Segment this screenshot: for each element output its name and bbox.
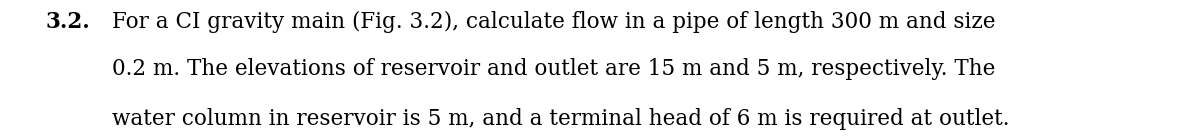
Text: 3.2.: 3.2. xyxy=(46,11,90,33)
Text: 0.2 m. The elevations of reservoir and outlet are 15 m and 5 m, respectively. Th: 0.2 m. The elevations of reservoir and o… xyxy=(112,58,995,80)
Text: For a CI gravity main (Fig. 3.2), calculate flow in a pipe of length 300 m and s: For a CI gravity main (Fig. 3.2), calcul… xyxy=(112,11,995,33)
Text: water column in reservoir is 5 m, and a terminal head of 6 m is required at outl: water column in reservoir is 5 m, and a … xyxy=(112,108,1009,130)
